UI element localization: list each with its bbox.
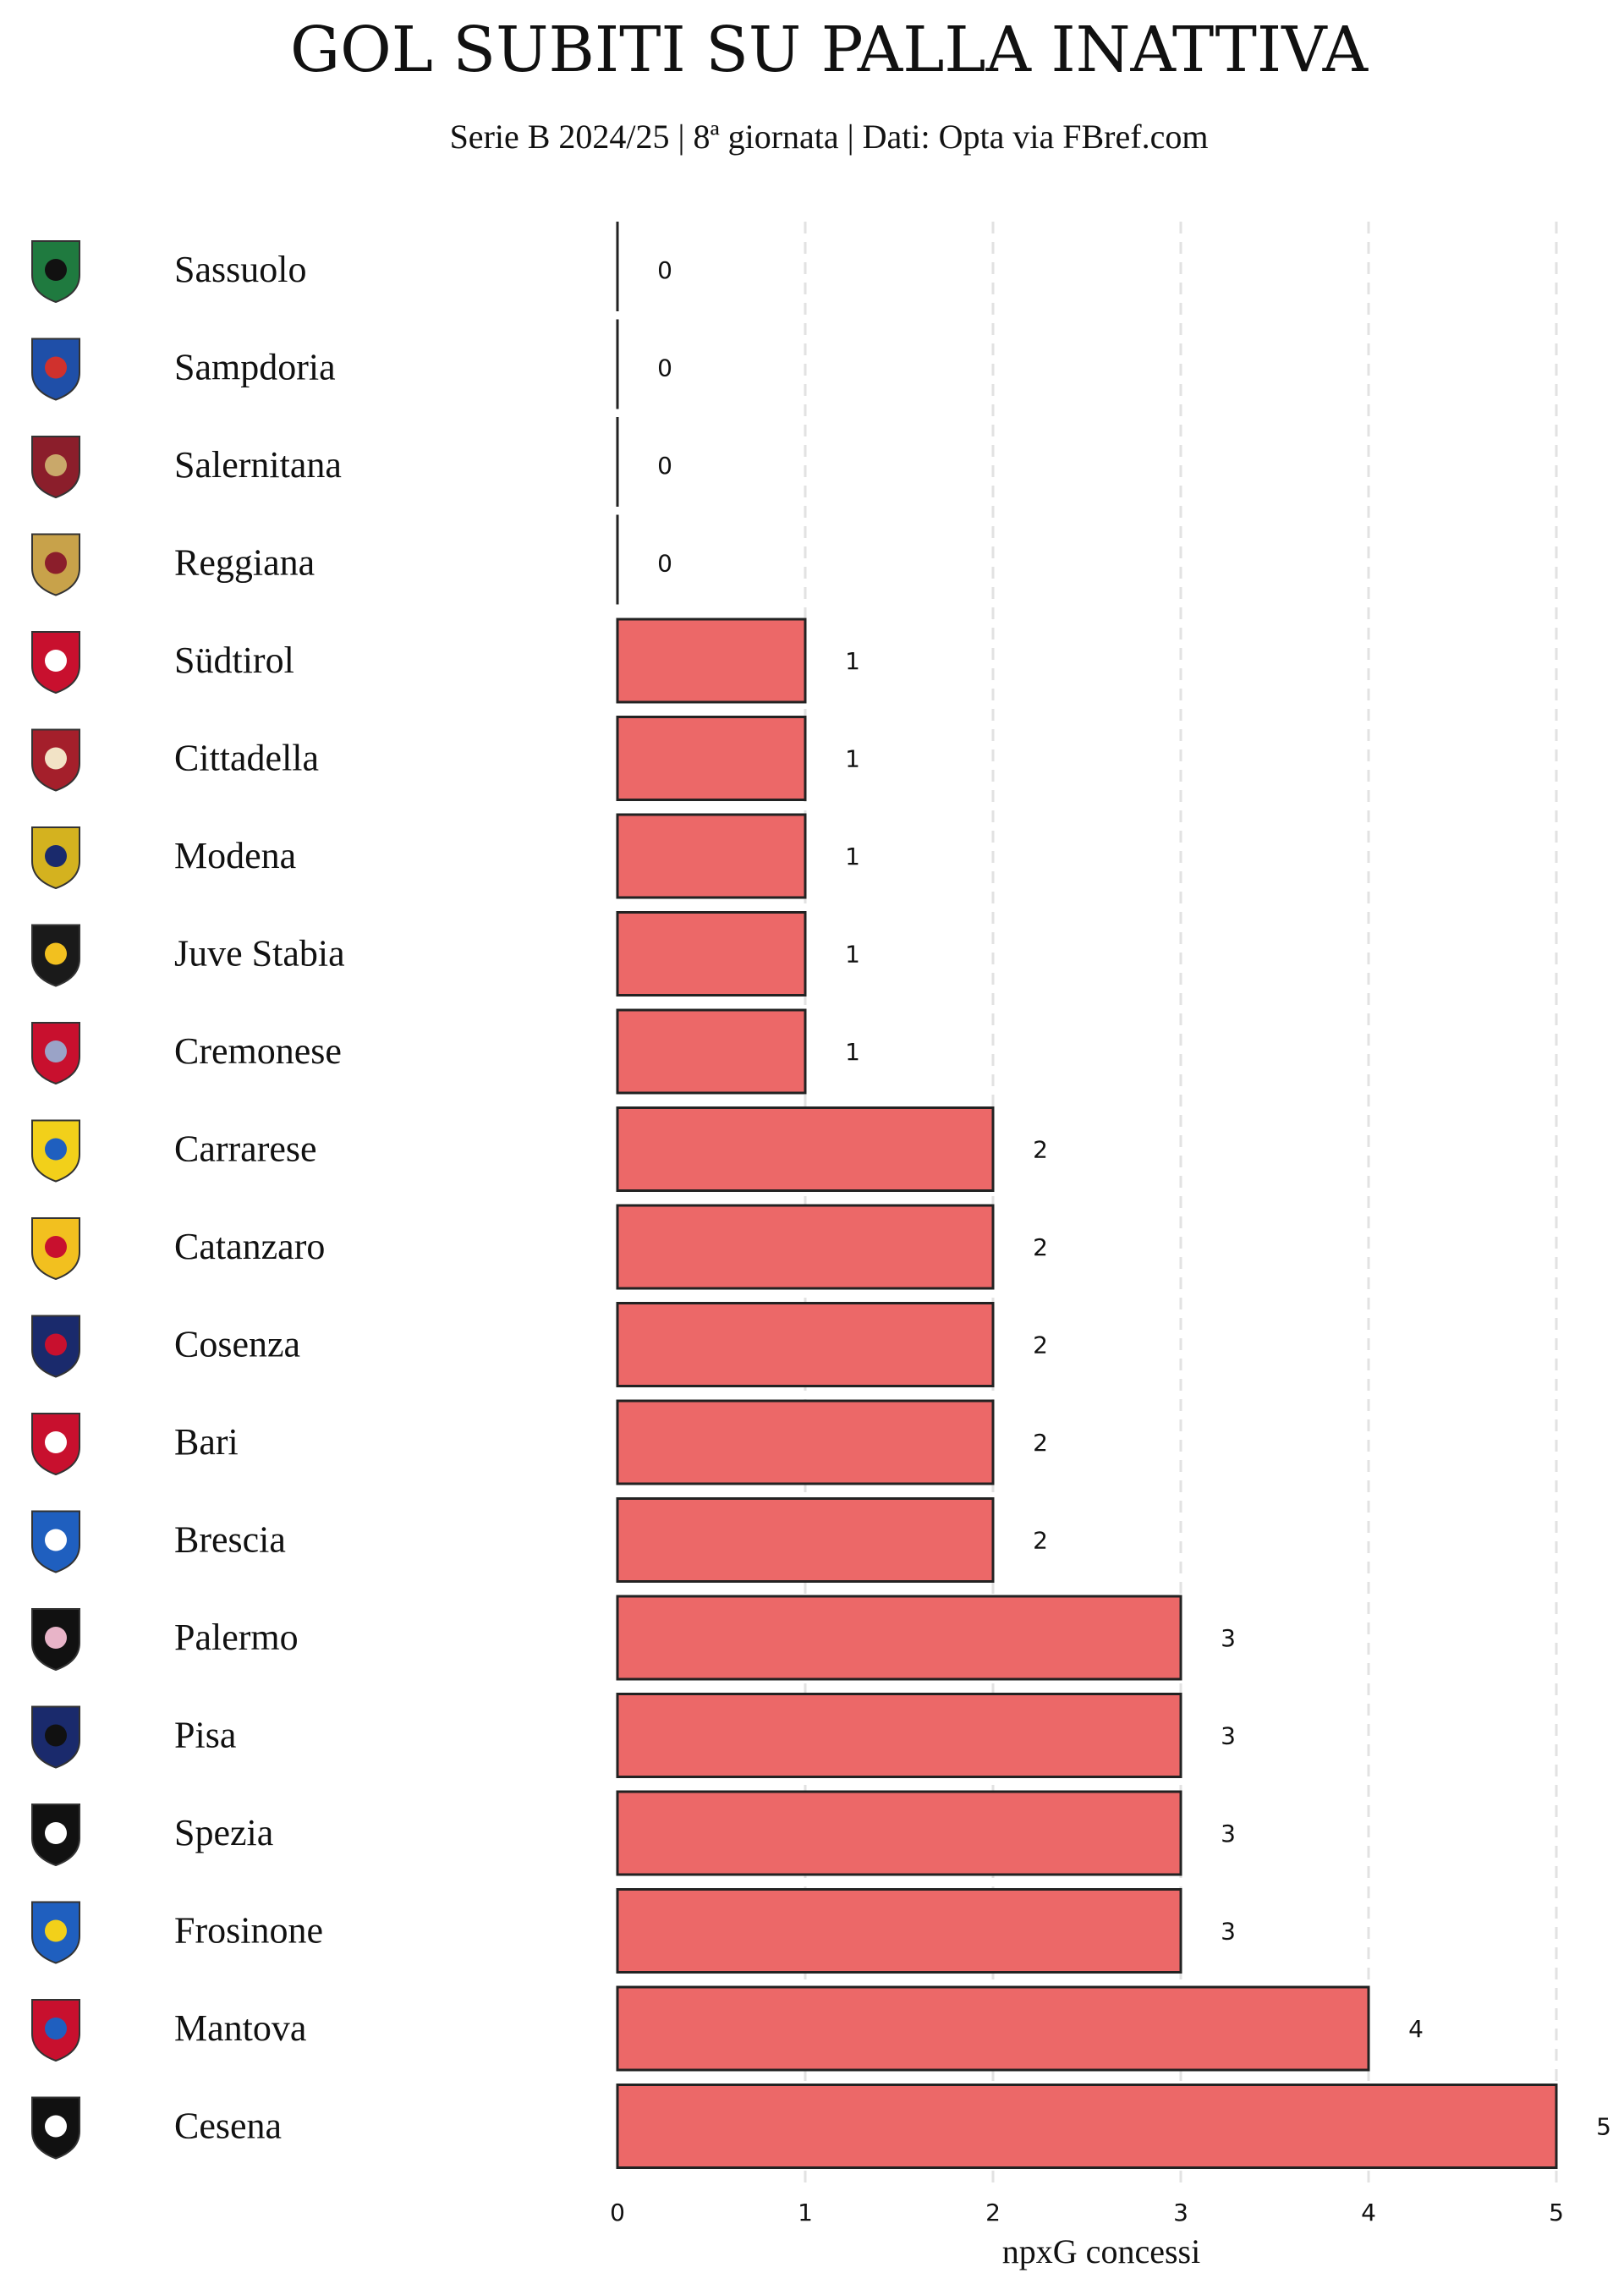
value-label: 0: [657, 256, 672, 284]
value-label: 0: [657, 452, 672, 480]
value-labels: 0 0 0 0 1 1 1 1 1 2 2 2 2 2 3 3 3 3 4 5: [657, 256, 1611, 2141]
team-logo-icon: [31, 1510, 80, 1573]
team-label: Spezia: [174, 1812, 273, 1853]
team-labels: Sassuolo Sampdoria Salernitana Reggiana Südt…: [174, 249, 345, 2147]
bar: [616, 1595, 1182, 1681]
team-logo-icon: [31, 1608, 80, 1672]
value-label: 3: [1221, 1918, 1236, 1946]
value-label: 0: [657, 550, 672, 578]
value-label: 1: [845, 647, 860, 675]
chart-title: GOL SUBITI SU PALLA INATTIVA: [290, 14, 1369, 86]
team-logo-icon: [31, 1413, 80, 1476]
team-logo-icon: [31, 533, 80, 596]
team-label: Brescia: [174, 1519, 286, 1561]
team-label: Südtirol: [174, 640, 294, 681]
team-logo-icon: [31, 338, 80, 401]
bar: [616, 1106, 995, 1192]
team-logos: [31, 240, 80, 2160]
bar: [616, 911, 807, 997]
team-logo-icon: [31, 1804, 80, 1867]
bar: [616, 716, 807, 801]
team-label: Frosinone: [174, 1910, 323, 1952]
bar: [616, 1693, 1182, 1778]
team-logo-icon: [31, 1999, 80, 2062]
bar: [616, 1497, 995, 1583]
x-axis-label: npxG concessi: [1002, 2232, 1200, 2270]
x-tick-label: 5: [1549, 2199, 1564, 2226]
value-label: 3: [1221, 1722, 1236, 1750]
bar: [616, 813, 807, 899]
team-logo-icon: [31, 436, 80, 499]
team-logo-icon: [31, 1217, 80, 1281]
value-label: 1: [845, 843, 860, 870]
value-label: 2: [1033, 1331, 1048, 1359]
team-logo-icon: [31, 1901, 80, 1964]
team-label: Mantova: [174, 2007, 306, 2049]
value-label: 2: [1033, 1233, 1048, 1261]
x-tick-label: 1: [798, 2199, 813, 2226]
x-tick-label: 3: [1173, 2199, 1188, 2226]
x-axis-ticks: 0 1 2 3 4 5: [610, 2199, 1564, 2226]
bar: [616, 1204, 995, 1290]
bar: [616, 1790, 1182, 1876]
value-label: 4: [1408, 2015, 1424, 2043]
bar: [616, 1008, 807, 1095]
team-label: Bari: [174, 1421, 239, 1463]
team-logo-icon: [31, 1315, 80, 1378]
team-logo-icon: [31, 1119, 80, 1183]
team-label: Catanzaro: [174, 1226, 325, 1267]
value-label: 3: [1221, 1820, 1236, 1848]
team-logo-icon: [31, 631, 80, 695]
bar: [616, 1302, 995, 1387]
team-label: Juve Stabia: [174, 933, 345, 975]
team-logo-icon: [31, 1022, 80, 1085]
value-label: 1: [845, 941, 860, 969]
team-label: Cesena: [174, 2106, 282, 2147]
bar: [616, 1985, 1370, 2072]
team-label: Modena: [174, 835, 296, 876]
bar: [616, 1399, 995, 1485]
bar: [616, 618, 807, 704]
team-label: Carrarese: [174, 1128, 317, 1170]
team-label: Palermo: [174, 1617, 299, 1658]
team-logo-icon: [31, 2096, 80, 2160]
value-label: 2: [1033, 1136, 1048, 1164]
bar: [616, 2084, 1558, 2169]
team-label: Reggiana: [174, 542, 315, 584]
x-tick-label: 2: [985, 2199, 1001, 2226]
value-label: 0: [657, 354, 672, 382]
value-label: 2: [1033, 1527, 1048, 1555]
team-logo-icon: [31, 924, 80, 987]
team-label: Cosenza: [174, 1324, 300, 1365]
team-label: Sampdoria: [174, 347, 336, 388]
value-label: 1: [845, 745, 860, 773]
team-label: Sassuolo: [174, 249, 306, 290]
chart-subtitle: Serie B 2024/25 | 8ª giornata | Dati: Op…: [450, 118, 1209, 156]
team-label: Salernitana: [174, 444, 342, 486]
team-label: Cittadella: [174, 738, 319, 779]
team-label: Cremonese: [174, 1030, 342, 1072]
team-logo-icon: [31, 728, 80, 792]
team-label: Pisa: [174, 1715, 236, 1756]
team-logo-icon: [31, 1705, 80, 1769]
x-tick-label: 4: [1361, 2199, 1376, 2226]
bars: [616, 618, 1558, 2169]
team-logo-icon: [31, 826, 80, 890]
value-label: 2: [1033, 1429, 1048, 1457]
value-label: 1: [845, 1038, 860, 1066]
bar: [616, 1888, 1182, 1974]
x-tick-label: 0: [610, 2199, 625, 2226]
value-label: 5: [1596, 2113, 1611, 2141]
team-logo-icon: [31, 240, 80, 304]
value-label: 3: [1221, 1624, 1236, 1652]
